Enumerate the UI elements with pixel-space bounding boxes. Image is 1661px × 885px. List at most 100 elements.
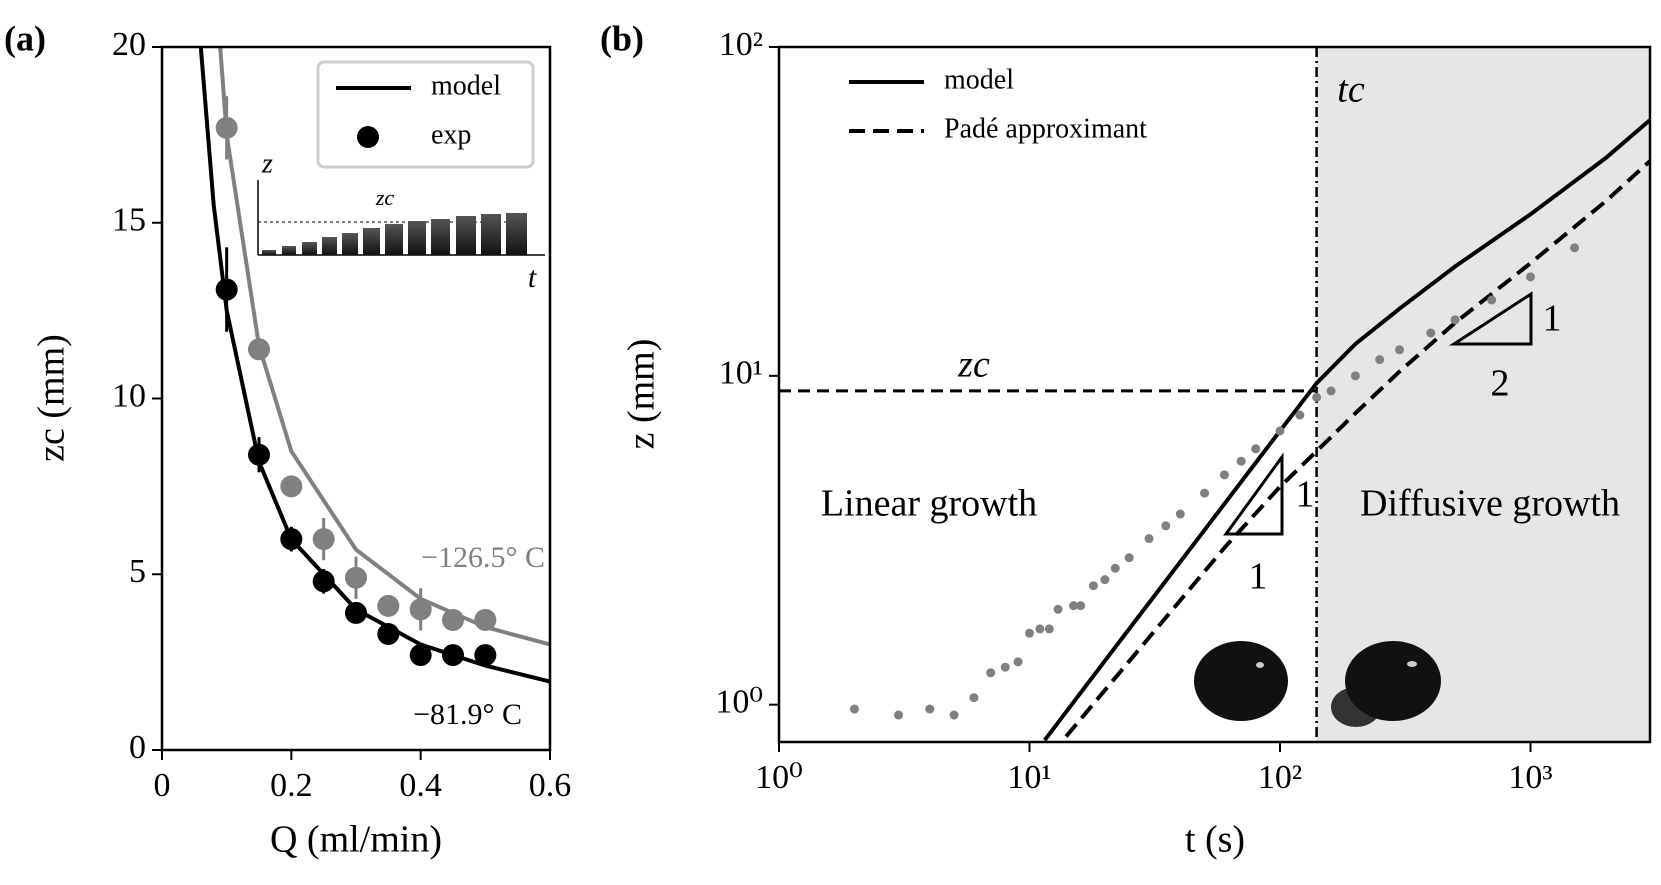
- data-point: [1124, 553, 1134, 563]
- tc-label: tc: [1337, 69, 1365, 111]
- region-label: Diffusive growth: [1360, 483, 1620, 525]
- data-point: [1035, 624, 1045, 634]
- y-tick-label: 15: [112, 202, 146, 239]
- data-point: [1076, 601, 1086, 611]
- data-point: [1236, 456, 1246, 466]
- data-point: [1161, 521, 1171, 531]
- y-axis-label: zc (mm): [31, 334, 73, 462]
- x-tick-label: 0: [154, 767, 171, 804]
- data-point: [215, 278, 238, 301]
- inset-label: z: [261, 148, 273, 179]
- data-point: [1375, 355, 1385, 365]
- data-point: [986, 668, 996, 678]
- data-point: [312, 528, 335, 551]
- data-point: [248, 338, 270, 361]
- data-point: [312, 570, 335, 593]
- data-point: [474, 644, 497, 667]
- panel-label: (b): [600, 18, 644, 58]
- data-point: [345, 566, 367, 589]
- data-point: [1326, 386, 1336, 396]
- model-line: [218, 47, 550, 647]
- panel-label: (a): [4, 18, 46, 58]
- slope-triangle: [1448, 291, 1533, 346]
- slope-label: 1: [1249, 556, 1268, 598]
- y-tick-label: 10⁰: [715, 683, 763, 720]
- x-tick-label: 10³: [1508, 759, 1552, 796]
- data-point: [849, 704, 859, 714]
- data-point: [1350, 371, 1360, 381]
- data-point: [949, 710, 959, 720]
- data-point: [280, 528, 303, 551]
- inset-label: zc: [375, 185, 395, 210]
- x-tick-label: 0.6: [529, 767, 572, 804]
- data-point: [280, 475, 303, 498]
- inset: z zc t: [257, 148, 545, 294]
- data-point: [1144, 534, 1154, 544]
- slope-label: 1: [1296, 474, 1315, 516]
- data-point: [1251, 444, 1261, 454]
- data-point: [1044, 624, 1054, 634]
- annotation: −126.5° C: [421, 541, 545, 574]
- inset-label: t: [528, 261, 537, 294]
- data-point: [442, 608, 464, 631]
- zc-label: zc: [957, 344, 990, 386]
- axes-frame: [777, 45, 1652, 744]
- legend-label: Padé approximant: [944, 113, 1147, 144]
- data-point: [1069, 601, 1079, 611]
- x-tick-label: 10¹: [1007, 759, 1051, 796]
- x-tick-label: 10⁰: [755, 759, 803, 796]
- x-tick-label: 0.2: [270, 767, 313, 804]
- legend-label: model: [944, 64, 1014, 95]
- x-tick-label: 0.4: [399, 767, 442, 804]
- y-tick-label: 10: [112, 377, 146, 414]
- data-point: [1000, 662, 1010, 672]
- x-tick-label: 10²: [1258, 759, 1302, 796]
- data-point: [894, 710, 904, 720]
- data-point: [1395, 345, 1405, 355]
- x-axis-label: Q (ml/min): [270, 819, 442, 861]
- data-point: [409, 598, 432, 621]
- y-axis-label: z (mm): [621, 339, 663, 450]
- plot-area: [779, 47, 1650, 742]
- data-point: [248, 443, 270, 466]
- diffusive-region: [1316, 47, 1650, 742]
- data-point: [1570, 243, 1580, 253]
- data-point: [925, 704, 935, 714]
- y-tick-label: 5: [129, 553, 146, 590]
- data-point: [1100, 575, 1110, 585]
- data-point: [1450, 315, 1460, 325]
- y-tick-label: 10²: [719, 26, 763, 63]
- x-axis-label: t (s): [1185, 819, 1245, 861]
- data-point: [345, 601, 367, 624]
- data-point: [969, 693, 979, 703]
- y-tick-label: 20: [112, 26, 146, 63]
- data-point: [1175, 509, 1185, 519]
- data-point: [1525, 272, 1535, 282]
- slope-label: 1: [1543, 298, 1562, 340]
- plot-area: [198, 47, 550, 684]
- y-tick-label: 10¹: [719, 355, 763, 392]
- droplet-photo: [1194, 641, 1441, 727]
- slope-triangle: [1223, 452, 1284, 536]
- background-layer: [1316, 47, 1650, 742]
- data-point: [1088, 581, 1098, 591]
- data-point: [377, 594, 400, 617]
- legend-marker: [357, 126, 379, 148]
- data-point: [442, 644, 464, 667]
- slope-label: 2: [1491, 363, 1510, 405]
- data-point: [409, 644, 432, 667]
- legend-label: exp: [431, 119, 471, 150]
- data-point: [1013, 657, 1023, 667]
- region-label: Linear growth: [821, 483, 1037, 525]
- model-line: [1043, 118, 1650, 742]
- data-point: [1295, 410, 1305, 420]
- annotation: −81.9° C: [413, 698, 522, 731]
- data-point: [1200, 488, 1210, 498]
- model-line: [1064, 159, 1650, 738]
- y-tick-label: 0: [129, 729, 146, 766]
- data-point: [1487, 295, 1497, 305]
- legend-label: model: [431, 70, 501, 101]
- data-point: [1024, 628, 1034, 638]
- data-point: [1110, 563, 1120, 573]
